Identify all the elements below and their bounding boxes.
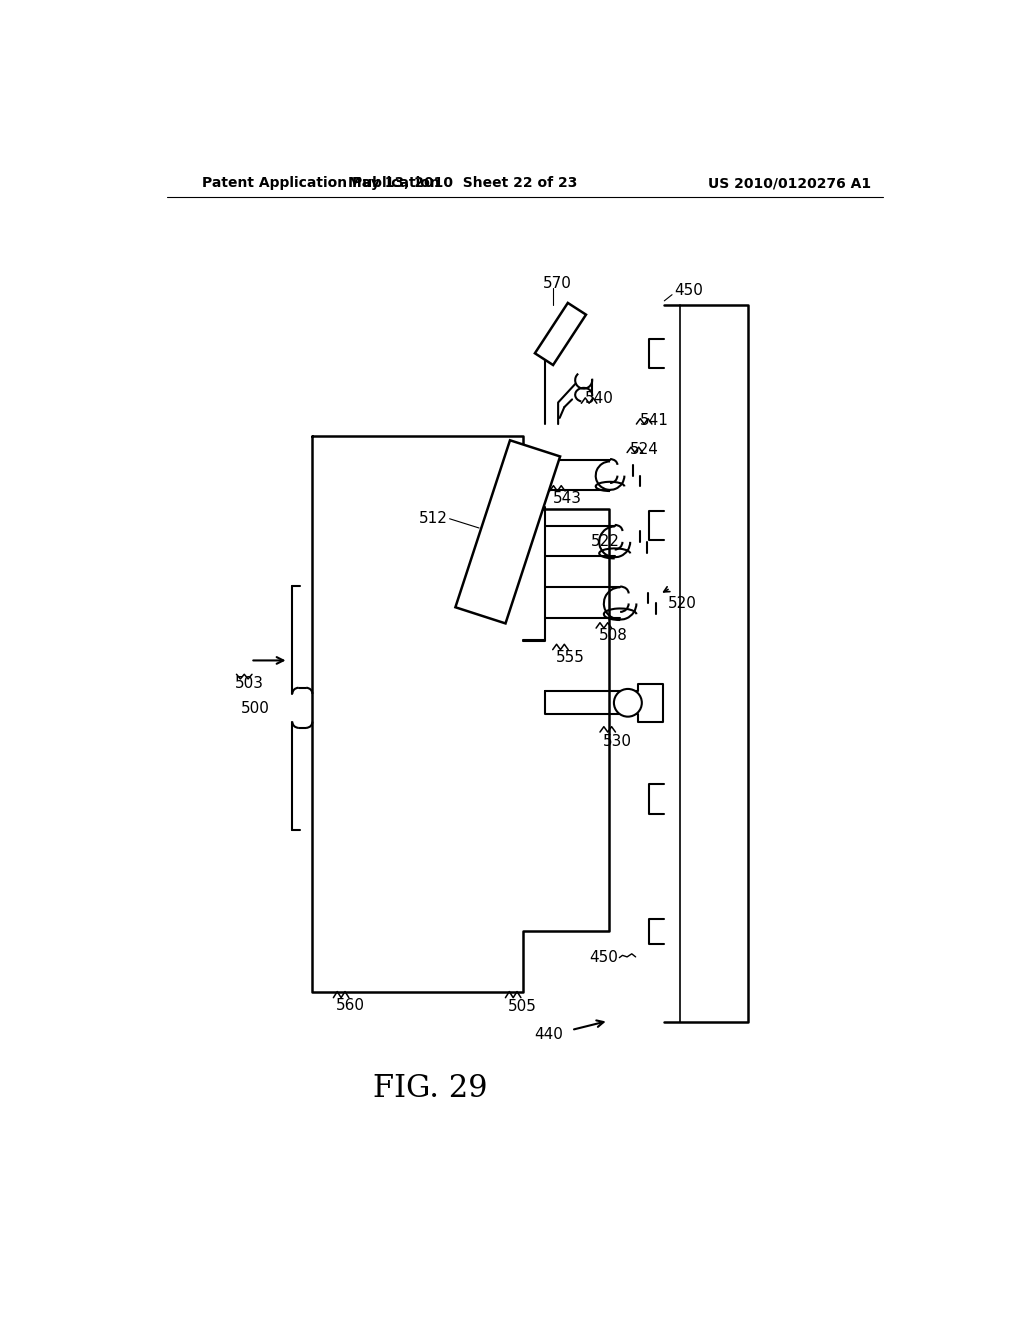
Text: 540: 540 [586,391,614,407]
Text: May 13, 2010  Sheet 22 of 23: May 13, 2010 Sheet 22 of 23 [348,176,578,190]
Polygon shape [456,441,560,623]
Text: 524: 524 [630,442,659,457]
Text: 512: 512 [419,511,447,527]
Text: 503: 503 [234,676,264,692]
Text: 570: 570 [543,276,571,290]
Circle shape [614,689,642,717]
Text: 508: 508 [599,628,628,643]
Text: FIG. 29: FIG. 29 [373,1073,487,1104]
Text: 500: 500 [241,701,270,717]
Text: 520: 520 [669,595,697,611]
Text: 560: 560 [336,998,365,1012]
Text: 541: 541 [640,413,669,428]
Text: 522: 522 [591,535,620,549]
Polygon shape [535,302,586,366]
Text: 505: 505 [508,999,537,1015]
Text: 530: 530 [603,734,632,748]
Text: 555: 555 [556,649,585,665]
Text: US 2010/0120276 A1: US 2010/0120276 A1 [708,176,870,190]
Text: 450: 450 [675,284,703,298]
Text: Patent Application Publication: Patent Application Publication [202,176,439,190]
Text: 440: 440 [535,1027,563,1043]
Text: 543: 543 [553,491,582,507]
Text: 450: 450 [590,950,618,965]
